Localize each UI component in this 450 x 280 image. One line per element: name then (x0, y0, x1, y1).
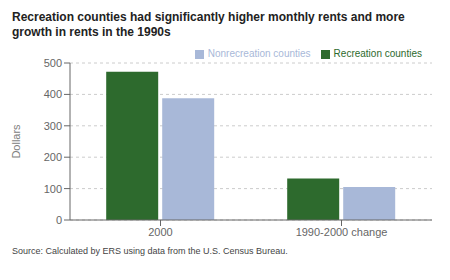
html-text:Recreation counties: Recreation counties (333, 48, 422, 59)
html-text:Recreation counties had signif: Recreation counties had significantly hi… (12, 10, 405, 24)
svg-text:100: 100 (44, 183, 62, 195)
html-text:Nonrecreation counties: Nonrecreation counties (207, 48, 311, 59)
svg-text:400: 400 (44, 88, 62, 100)
svg-text:Dollars: Dollars (10, 124, 22, 159)
svg-text:2000: 2000 (148, 226, 172, 238)
svg-text:0: 0 (56, 214, 62, 226)
svg-text:300: 300 (44, 120, 62, 132)
html-text:Source: Calculated by ERS usin: Source: Calculated by ERS using data fro… (12, 246, 288, 256)
html-text:growth in rents in the 1990s: growth in rents in the 1990s (12, 25, 171, 39)
svg-text:1990-2000 change: 1990-2000 change (296, 226, 388, 238)
svg-text:200: 200 (44, 151, 62, 163)
svg-text:500: 500 (44, 57, 62, 69)
